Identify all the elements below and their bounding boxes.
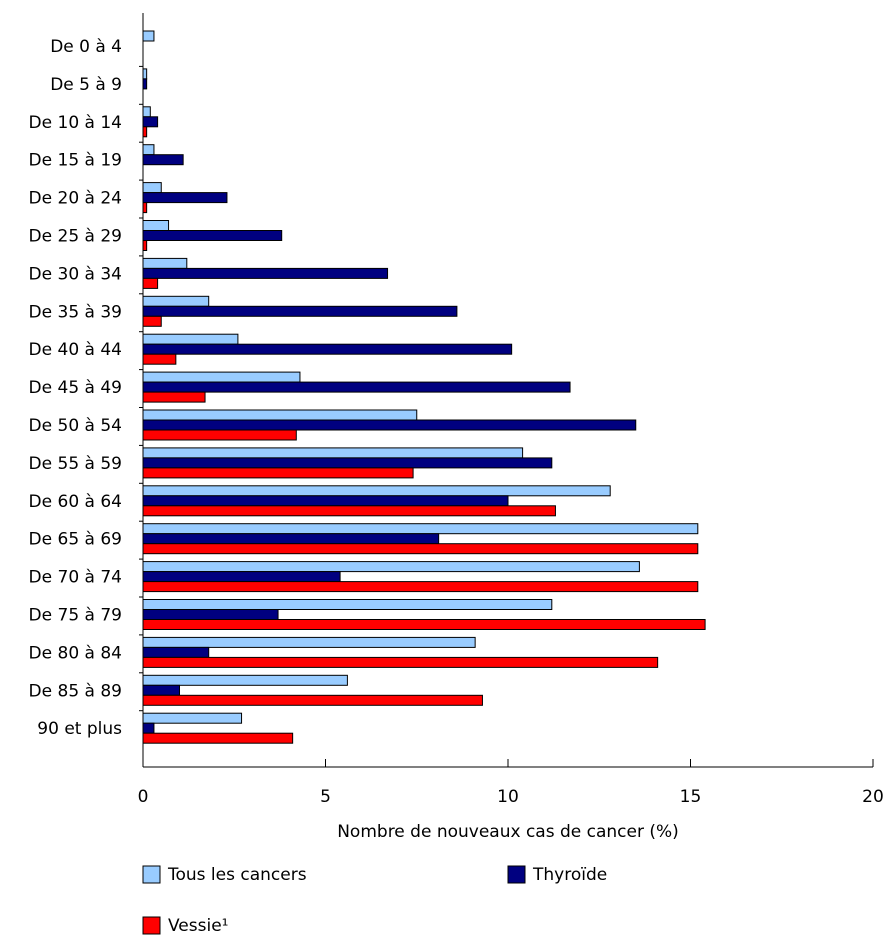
bar-vessie-12	[142, 505, 556, 517]
x-tick-label: 10	[497, 787, 519, 807]
bar-tous-15	[142, 599, 553, 610]
bar-tous-18	[142, 712, 243, 724]
category-label: De 85 à 89	[29, 681, 122, 701]
x-tick-label: 0	[138, 787, 149, 807]
bar-vessie-9	[142, 391, 206, 403]
x-tick-label: 5	[320, 787, 331, 807]
bar-vessie-17	[142, 694, 483, 706]
bar-thyroide-5	[142, 230, 283, 241]
bar-vessie-5	[142, 240, 148, 251]
category-label: De 20 à 24	[29, 189, 122, 209]
bar-thyroide-6	[142, 267, 389, 279]
category-label: De 15 à 19	[29, 151, 122, 171]
bar-vessie-2	[142, 126, 148, 138]
category-label: De 70 à 74	[29, 568, 122, 588]
category-label: De 75 à 79	[29, 606, 122, 626]
bar-thyroide-3	[142, 154, 184, 166]
bar-tous-1	[142, 68, 148, 80]
category-label: De 35 à 39	[29, 302, 122, 322]
x-tick-label: 15	[680, 787, 702, 807]
bar-tous-3	[142, 144, 155, 156]
category-label: De 5 à 9	[50, 75, 122, 95]
bar-vessie-10	[142, 429, 297, 441]
legend-label: Tous les cancers	[167, 865, 307, 885]
bar-tous-10	[142, 409, 418, 421]
bar-thyroide-10	[142, 419, 637, 431]
category-label: De 10 à 14	[29, 113, 122, 133]
category-label: 90 et plus	[37, 719, 122, 739]
bar-thyroide-15	[142, 609, 279, 620]
category-label: De 55 à 59	[29, 454, 122, 474]
bar-tous-11	[142, 447, 524, 459]
category-label: De 50 à 54	[29, 416, 122, 436]
legend-label: Thyroïde	[532, 865, 607, 885]
bar-vessie-14	[142, 581, 699, 593]
bar-tous-12	[142, 485, 611, 497]
bar-vessie-13	[142, 543, 699, 555]
x-axis-title: Nombre de nouveaux cas de cancer (%)	[337, 822, 679, 842]
bar-vessie-11	[142, 467, 414, 479]
bar-vessie-16	[142, 656, 659, 668]
bar-tous-14	[142, 561, 640, 573]
bar-thyroide-1	[142, 78, 148, 90]
category-label: De 25 à 29	[29, 227, 122, 247]
category-label: De 80 à 84	[29, 643, 122, 663]
legend-label: Vessie¹	[168, 916, 228, 936]
bar-tous-13	[142, 523, 699, 535]
legend: Tous les cancers Thyroïde Vessie¹	[142, 865, 607, 936]
bar-thyroide-4	[142, 192, 228, 204]
legend-swatch	[142, 865, 161, 884]
category-label: De 60 à 64	[29, 492, 122, 512]
bar-tous-17	[142, 674, 348, 686]
bar-tous-4	[142, 182, 162, 194]
bar-thyroide-17	[142, 684, 180, 696]
bar-thyroide-18	[142, 722, 155, 734]
bar-vessie-15	[142, 619, 706, 630]
bar-tous-7	[142, 295, 210, 307]
bar-thyroide-12	[142, 495, 509, 507]
bar-vessie-6	[142, 277, 159, 289]
category-label: De 40 à 44	[29, 340, 122, 360]
bar-tous-16	[142, 636, 476, 648]
bar-vessie-18	[142, 732, 294, 744]
category-labels: De 0 à 4 De 5 à 9 De 10 à 14 De 15 à 19 De 2…	[29, 37, 123, 739]
bar-vessie-8	[142, 353, 177, 365]
category-label: De 0 à 4	[50, 37, 122, 57]
bar-tous-0	[142, 30, 155, 42]
bar-thyroide-7	[142, 305, 458, 317]
axes-layer: 0 5 10 15 20	[138, 13, 884, 807]
category-label: De 65 à 69	[29, 530, 122, 550]
bar-thyroide-14	[142, 571, 341, 583]
bar-tous-2	[142, 106, 151, 118]
bar-tous-8	[142, 333, 239, 345]
bar-thyroide-13	[142, 533, 440, 545]
x-tick-label: 20	[862, 787, 884, 807]
category-label: De 45 à 49	[29, 378, 122, 398]
bar-thyroide-2	[142, 116, 159, 128]
bar-thyroide-16	[142, 646, 210, 658]
bar-thyroide-11	[142, 457, 553, 469]
bar-tous-9	[142, 371, 301, 383]
bars-layer	[142, 30, 706, 744]
bar-tous-5	[142, 220, 170, 231]
legend-swatch	[507, 865, 526, 884]
bar-vessie-7	[142, 315, 162, 327]
bar-vessie-4	[142, 202, 148, 214]
bar-thyroide-9	[142, 381, 571, 393]
bar-tous-6	[142, 257, 188, 269]
category-label: De 30 à 34	[29, 264, 122, 284]
bar-thyroide-8	[142, 343, 513, 355]
legend-swatch	[142, 916, 161, 935]
